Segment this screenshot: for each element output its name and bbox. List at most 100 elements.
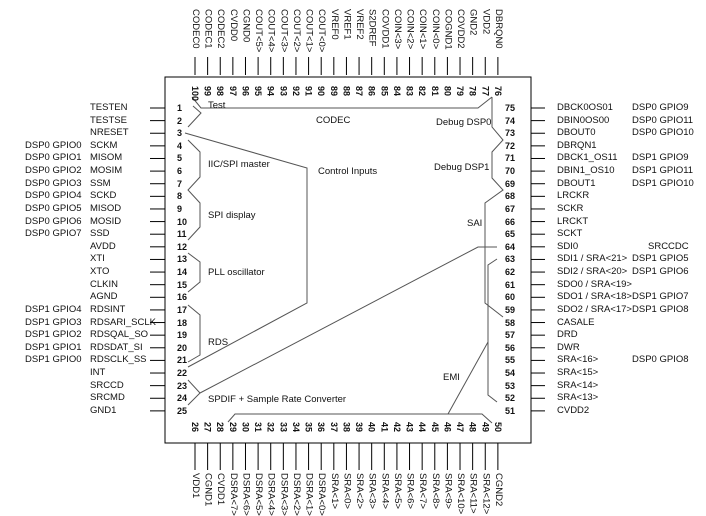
pin-number: 22 — [177, 368, 188, 379]
pin-number: 24 — [177, 393, 188, 404]
pin-number: 20 — [177, 342, 188, 353]
pin-name: COVDD1 — [379, 9, 391, 49]
pin-name: VDD2 — [480, 9, 492, 35]
pin-number: 38 — [341, 422, 352, 433]
pin-name: DBRQN1 — [557, 139, 597, 151]
pin-name: COUT<2> — [290, 9, 302, 53]
pin-number: 92 — [290, 86, 301, 97]
pin-number: 98 — [215, 86, 226, 97]
pin-name: COUT<1> — [303, 9, 315, 53]
pin-number: 33 — [278, 422, 289, 433]
pin-name: SDI1 / SRA<21> — [557, 253, 628, 265]
pin-number: 50 — [492, 422, 503, 433]
pin-name: SDI2 / SRA<20> — [557, 266, 628, 278]
pin-name: VREF1 — [341, 9, 353, 40]
pin-name: CODEC0 — [190, 9, 201, 49]
pin-number: 49 — [480, 422, 491, 433]
block-label-debug-dsp1: Debug DSP1 — [434, 162, 490, 173]
pin-number: 30 — [240, 422, 251, 433]
pin-number: 9 — [177, 203, 183, 214]
pin-name: VDD1 — [190, 473, 201, 499]
pin-name: LRCKR — [557, 190, 590, 202]
pin-number: 39 — [354, 422, 365, 433]
emi-connector-line — [447, 341, 489, 415]
pin-number: 76 — [492, 86, 503, 97]
pin-name: SRA<14> — [557, 379, 599, 391]
spdif-bracket — [187, 379, 201, 406]
pin-name: SDO2 / SRA<17> — [557, 303, 632, 315]
pin-name: CVDD0 — [227, 9, 239, 42]
pin-name: MISOD — [90, 202, 122, 214]
pin-number: 32 — [265, 422, 276, 433]
pin-name: SRCMD — [90, 392, 125, 404]
pin-alt-function: DSP1 GPIO7 — [632, 291, 689, 303]
pin-name: DBOUT1 — [557, 177, 596, 189]
pin-name: SRCCD — [90, 379, 124, 391]
pin-number: 40 — [366, 422, 377, 433]
pin-number: 59 — [505, 304, 516, 315]
pin-name: COGND1 — [442, 9, 454, 50]
pin-number: 13 — [177, 254, 188, 265]
pin-alt-function: DSP0 GPIO3 — [25, 177, 82, 189]
pin-number: 70 — [505, 166, 516, 177]
pin-number: 25 — [177, 405, 188, 416]
pin-alt-function: DSP1 GPIO8 — [632, 303, 689, 315]
pin-alt-function: DSP1 GPIO9 — [632, 152, 689, 164]
pin-number: 44 — [417, 422, 428, 433]
pin-name: SRA<13> — [557, 392, 599, 404]
pin-number: 46 — [442, 422, 453, 433]
pin-number: 74 — [505, 115, 516, 126]
pin-number: 19 — [177, 330, 188, 341]
pin-alt-function: DSP1 GPIO11 — [632, 165, 694, 177]
pin-name: TESTSE — [90, 114, 127, 126]
pin-name: DSRA<0> — [316, 473, 328, 516]
pin-alt-function: DSP1 GPIO4 — [25, 303, 82, 315]
pin-name: RDSDAT_SI — [90, 341, 143, 353]
pin-number: 18 — [177, 317, 188, 328]
pin-number: 1 — [177, 103, 183, 113]
pin-number: 73 — [505, 128, 516, 139]
pin-number: 81 — [429, 86, 440, 97]
pin-name: CVDD2 — [557, 404, 590, 416]
pin-name: MOSIM — [90, 165, 123, 177]
bottom-bracket — [227, 413, 493, 424]
pin-name: MISOM — [90, 152, 123, 164]
block-label-codec: CODEC — [316, 115, 351, 126]
pin-name: SRA<10> — [455, 473, 467, 515]
pin-number: 56 — [505, 342, 516, 353]
pin-name: DSRA<4> — [265, 473, 277, 516]
pin-alt-function: DSP0 GPIO6 — [25, 215, 82, 227]
pin-number: 94 — [265, 86, 276, 97]
pin-alt-function: DSP1 GPIO5 — [632, 253, 689, 265]
pin-number: 95 — [253, 86, 264, 97]
block-label-control-inputs: Control Inputs — [318, 166, 378, 177]
pin-alt-function: DSP1 GPIO2 — [25, 329, 82, 341]
pin-number: 15 — [177, 279, 188, 290]
pin-name: COIN<3> — [391, 9, 403, 50]
pin-name: SCKR — [557, 202, 584, 214]
pin-number: 57 — [505, 330, 516, 341]
pin-name: SRA<6> — [404, 473, 416, 509]
pin-name: SRA<5> — [391, 473, 403, 509]
pin-name: DSRA<3> — [278, 473, 290, 516]
pin-number: 77 — [480, 86, 491, 97]
pin-name: S2DREF — [366, 9, 378, 47]
pin-number: 69 — [505, 178, 516, 189]
pin-name: CASALE — [557, 316, 595, 328]
block-label-test: Test — [208, 100, 226, 111]
pin-alt-function: DSP0 GPIO2 — [25, 165, 82, 177]
pin-name: VREF2 — [354, 9, 366, 40]
pin-number: 47 — [455, 422, 466, 433]
pin-number: 31 — [253, 422, 264, 433]
pin-number: 93 — [278, 86, 289, 97]
pin-number: 64 — [505, 241, 516, 252]
pin-name: SSD — [90, 228, 110, 240]
pin-name: COUT<3> — [278, 9, 290, 53]
pin-alt-function: DSP1 GPIO3 — [25, 316, 82, 328]
pin-name: DBIN0OS00 — [557, 114, 610, 126]
pin-name: MOSID — [90, 215, 122, 227]
pin-number: 29 — [227, 422, 238, 433]
pin-number: 6 — [177, 166, 183, 177]
pin-name: DBOUT0 — [557, 127, 596, 139]
pin-number: 85 — [379, 86, 390, 97]
